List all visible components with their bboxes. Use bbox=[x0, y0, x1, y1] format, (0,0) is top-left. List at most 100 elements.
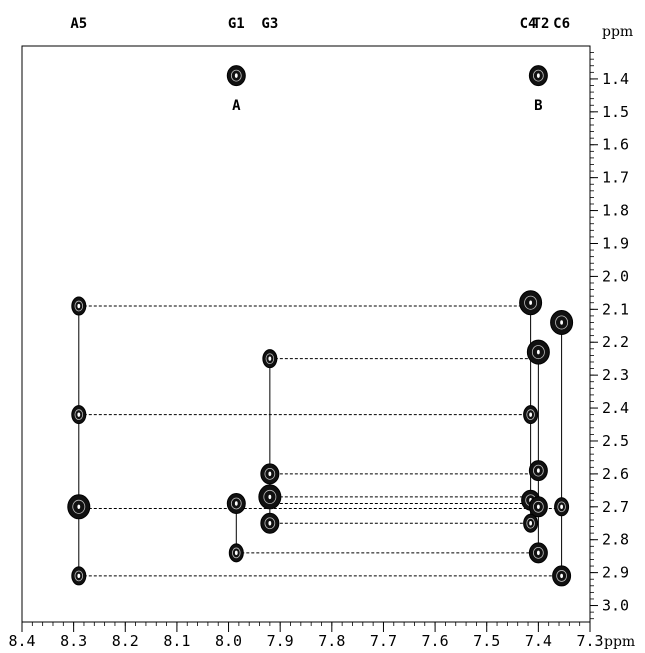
cross-peak bbox=[71, 405, 87, 425]
cross-peak-contour bbox=[74, 300, 84, 312]
cross-peak bbox=[523, 513, 539, 533]
cross-peak bbox=[67, 494, 91, 520]
cross-peak-contour bbox=[533, 500, 544, 513]
x-tick-label: 8.1 bbox=[163, 632, 190, 650]
y-tick-label: 3.0 bbox=[602, 597, 629, 615]
cross-peak bbox=[528, 542, 548, 564]
x-tick-label: 8.4 bbox=[8, 632, 35, 650]
y-tick-label: 2.0 bbox=[602, 267, 629, 285]
y-tick-label: 2.2 bbox=[602, 333, 629, 351]
plot-frame bbox=[21, 45, 591, 623]
cross-peak-center bbox=[268, 471, 272, 477]
cross-peak-contour bbox=[556, 570, 567, 582]
cross-peak-contour bbox=[74, 409, 84, 420]
column-label: G1 bbox=[228, 16, 245, 32]
y-tick-label: 2.6 bbox=[602, 465, 629, 483]
y-tick-label: 1.9 bbox=[602, 234, 629, 252]
cross-peak-contour bbox=[230, 69, 242, 82]
cross-peak bbox=[523, 405, 539, 425]
cross-peak-center bbox=[529, 412, 533, 417]
y-tick-label: 2.5 bbox=[602, 432, 629, 450]
y-tick-label: 2.4 bbox=[602, 399, 629, 417]
cross-peak bbox=[528, 460, 548, 482]
cross-peak bbox=[519, 290, 543, 316]
cross-peak-contour bbox=[524, 295, 538, 310]
cross-peak-center bbox=[234, 73, 238, 78]
cross-peak-contour bbox=[230, 497, 242, 510]
y-tick-label: 2.7 bbox=[602, 498, 629, 516]
y-tick-label: 2.3 bbox=[602, 366, 629, 384]
y-tick-label: 1.7 bbox=[602, 169, 629, 187]
cross-peak-center bbox=[529, 521, 533, 526]
peak-annotation: A bbox=[232, 98, 241, 114]
cross-peak bbox=[526, 339, 550, 365]
cross-peak-contour bbox=[232, 547, 241, 559]
cross-peak-contour bbox=[74, 570, 84, 582]
cross-peak-center bbox=[536, 504, 540, 509]
cross-peak-center bbox=[560, 320, 563, 325]
x-axis-label: ppm bbox=[604, 634, 635, 650]
x-tick-label: 8.2 bbox=[112, 632, 139, 650]
x-tick-label: 7.4 bbox=[525, 632, 552, 650]
cross-peak-contour bbox=[555, 315, 569, 330]
y-tick-label: 1.6 bbox=[602, 136, 629, 154]
x-tick-label: 7.6 bbox=[422, 632, 449, 650]
x-tick-label: 8.0 bbox=[215, 632, 242, 650]
cross-peak-center bbox=[234, 550, 238, 556]
x-tick-label: 7.5 bbox=[473, 632, 500, 650]
cross-peak-center bbox=[536, 349, 540, 355]
cross-peak-center bbox=[268, 521, 272, 526]
x-tick-label: 7.3 bbox=[576, 632, 603, 650]
cross-peak bbox=[528, 496, 548, 518]
cross-peak-contour bbox=[264, 467, 276, 480]
y-tick-label: 2.8 bbox=[602, 531, 629, 549]
cross-peak-contour bbox=[526, 517, 535, 529]
cross-peak-center bbox=[268, 356, 272, 361]
x-tick-label: 8.3 bbox=[60, 632, 87, 650]
cross-peak bbox=[228, 543, 244, 563]
cross-peak-center bbox=[77, 504, 81, 509]
x-tick-label: 7.8 bbox=[318, 632, 345, 650]
column-label: G3 bbox=[261, 16, 278, 32]
cross-peak bbox=[260, 512, 280, 534]
cross-peak bbox=[552, 565, 572, 587]
cross-peak bbox=[528, 65, 548, 87]
cross-peak bbox=[554, 497, 570, 517]
cross-peak-contour bbox=[533, 69, 544, 82]
cross-peak bbox=[71, 296, 87, 316]
cross-peak bbox=[71, 566, 87, 586]
cross-peak-contour bbox=[265, 353, 275, 365]
y-tick-label: 1.8 bbox=[602, 202, 629, 220]
cross-peak-center bbox=[268, 494, 272, 500]
cross-peak-center bbox=[234, 501, 238, 506]
x-tick-label: 7.7 bbox=[370, 632, 397, 650]
column-label: T2 bbox=[533, 16, 550, 32]
cross-peak-center bbox=[77, 303, 81, 309]
cross-peak-contour bbox=[533, 546, 544, 559]
y-tick-label: 2.9 bbox=[602, 564, 629, 582]
cross-peak bbox=[262, 349, 278, 369]
cross-peak-center bbox=[536, 468, 540, 473]
y-tick-label: 1.4 bbox=[602, 70, 629, 88]
cross-peak-contour bbox=[264, 517, 276, 530]
cross-peak-contour bbox=[533, 464, 544, 477]
cross-peak bbox=[226, 65, 246, 87]
cross-peak-center bbox=[536, 73, 540, 78]
cross-peak-contour bbox=[263, 489, 277, 504]
cross-peak bbox=[258, 484, 282, 510]
y-axis-label: ppm bbox=[602, 24, 633, 40]
cross-peak bbox=[226, 493, 246, 515]
peak-annotation: B bbox=[534, 98, 542, 114]
cross-peak-center bbox=[560, 573, 563, 579]
column-label: A5 bbox=[70, 16, 87, 32]
cross-peak-center bbox=[560, 504, 563, 509]
x-tick-label: 7.9 bbox=[267, 632, 294, 650]
cross-peak-contour bbox=[526, 409, 535, 420]
cross-peak-contour bbox=[557, 501, 566, 513]
cross-peak-center bbox=[77, 412, 81, 417]
cross-peak-contour bbox=[531, 345, 545, 360]
cross-peak-center bbox=[77, 573, 81, 579]
column-label: C4 bbox=[520, 16, 537, 32]
column-label: C6 bbox=[553, 16, 570, 32]
